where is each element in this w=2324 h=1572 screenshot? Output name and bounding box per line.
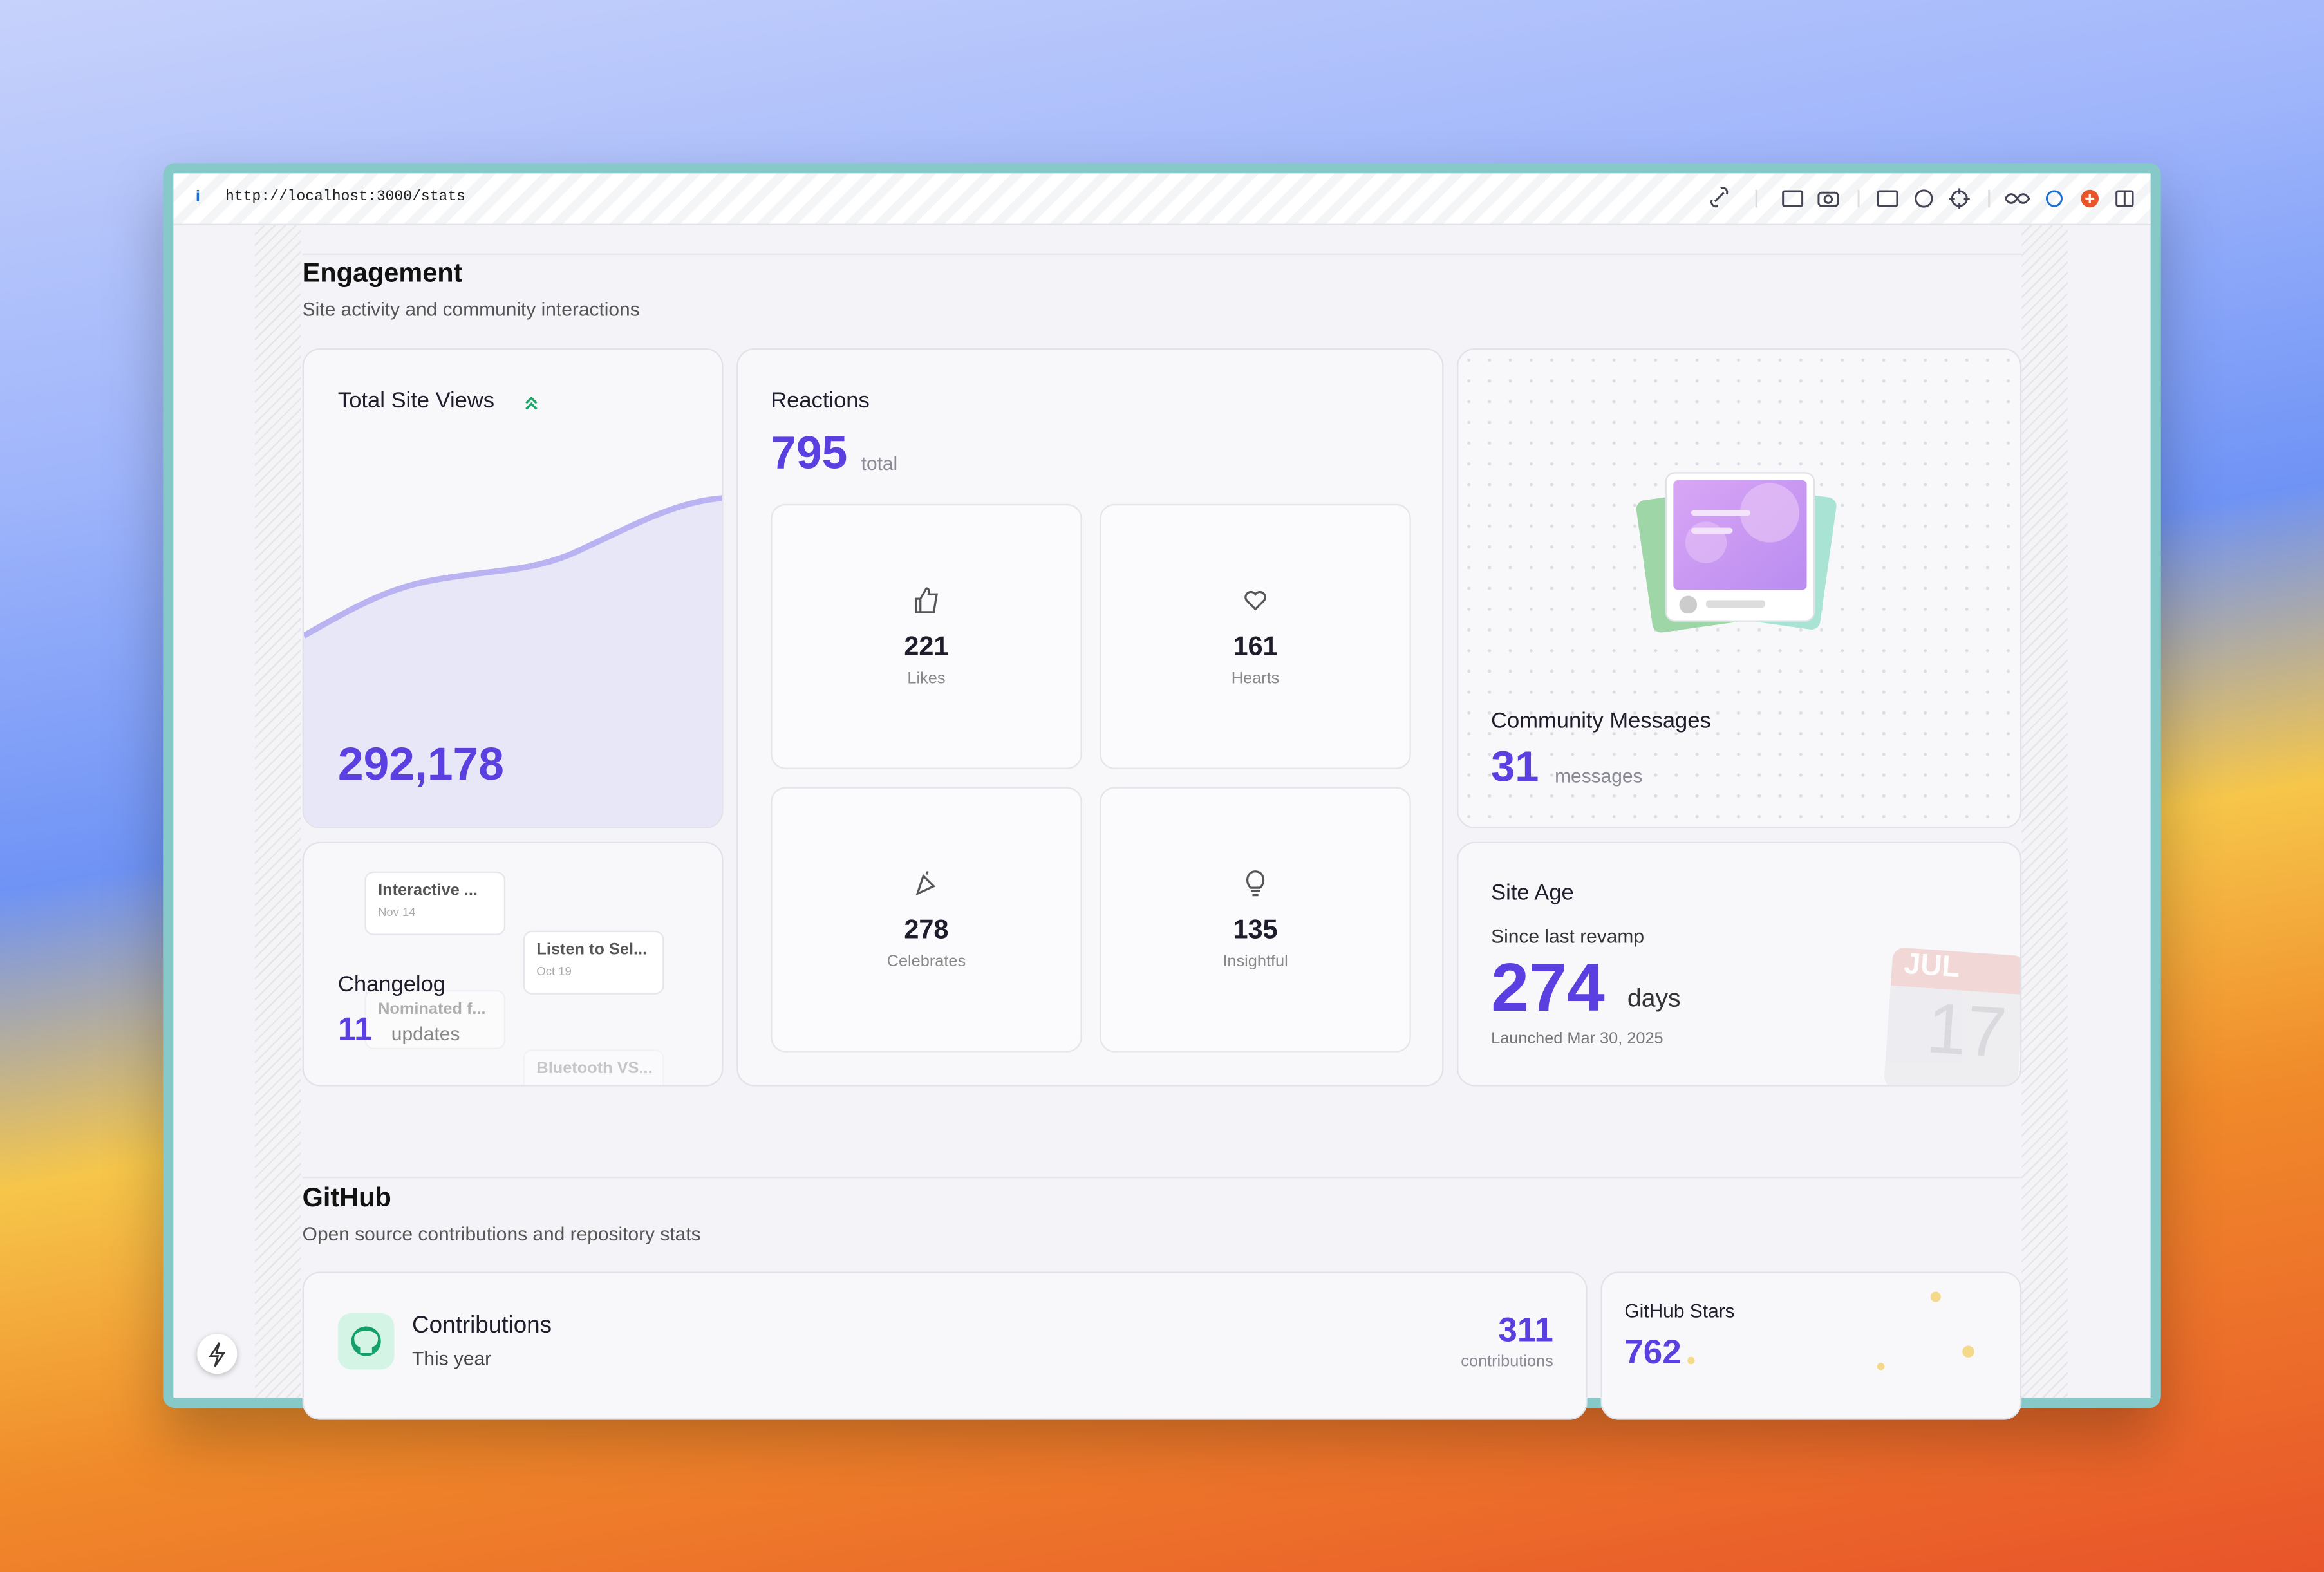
address-bar: i http://localhost:3000/stats bbox=[173, 173, 2151, 225]
section-subtitle: Site activity and community interactions bbox=[302, 297, 640, 321]
changelog-unit: updates bbox=[391, 1022, 460, 1045]
github-logo bbox=[351, 1326, 381, 1356]
entry-title: Nominated f... bbox=[378, 1000, 486, 1018]
changelog-entry: Bluetooth VS... bbox=[523, 1049, 664, 1085]
stars-card[interactable]: GitHub Stars 762 bbox=[1600, 1271, 2022, 1420]
section-subtitle: Open source contributions and repository… bbox=[302, 1222, 701, 1245]
entry-date: Oct 19 bbox=[536, 964, 572, 978]
url[interactable]: http://localhost:3000/stats bbox=[225, 189, 465, 207]
reaction-tile[interactable]: 278 Celebrates bbox=[771, 787, 1082, 1053]
toolbar-icons[interactable] bbox=[1709, 187, 2139, 211]
reactions-total-label: total bbox=[861, 452, 898, 474]
like-icon bbox=[915, 587, 938, 613]
card-title: Changelog bbox=[337, 972, 445, 998]
reaction-tile[interactable]: 135 Insightful bbox=[1100, 787, 1411, 1053]
card-title: Reactions bbox=[771, 388, 870, 414]
github-icon bbox=[337, 1313, 395, 1370]
contributions-value: 311 bbox=[1498, 1310, 1553, 1349]
card-title: Community Messages bbox=[1491, 708, 1711, 734]
calendar-day: 17 bbox=[1924, 989, 2009, 1074]
section-title: Engagement bbox=[302, 257, 463, 288]
entry-title: Interactive ... bbox=[378, 881, 478, 900]
reaction-count: 278 bbox=[904, 914, 949, 944]
card-title: Site Age bbox=[1491, 880, 1574, 906]
card-title: Total Site Views bbox=[337, 388, 495, 414]
site-age-unit: days bbox=[1627, 984, 1681, 1013]
community-value: 31 bbox=[1491, 744, 1539, 792]
changelog-entry: Interactive ... Nov 14 bbox=[364, 871, 506, 935]
entry-title: Listen to Sel... bbox=[536, 940, 648, 959]
changelog-value: 11 bbox=[337, 1011, 373, 1048]
launch-date: Launched Mar 30, 2025 bbox=[1491, 1030, 1663, 1048]
reaction-count: 135 bbox=[1233, 914, 1278, 944]
stars-decoration bbox=[1687, 1291, 1974, 1371]
reaction-tile[interactable]: 161 Hearts bbox=[1100, 503, 1411, 769]
dev-tools-button[interactable] bbox=[197, 1334, 238, 1374]
community-unit: messages bbox=[1555, 764, 1643, 787]
bulb-icon bbox=[1246, 870, 1265, 897]
site-views-value: 292,178 bbox=[337, 738, 504, 791]
card-subtitle: Since last revamp bbox=[1491, 924, 1645, 948]
site-age-value: 274 bbox=[1491, 948, 1605, 1026]
card-title: Contributions bbox=[412, 1313, 552, 1338]
bolt-icon bbox=[209, 1342, 226, 1367]
celebrate-icon bbox=[915, 871, 936, 896]
side-hatch bbox=[254, 225, 301, 1398]
contributions-unit: contributions bbox=[1461, 1353, 1553, 1371]
changelog-entry: Nominated f... bbox=[364, 989, 506, 1050]
site-age-card[interactable]: JUL 17 Site Age Since last revamp 274 da… bbox=[1457, 841, 2022, 1087]
card-subtitle: This year bbox=[412, 1347, 492, 1370]
entry-title: Bluetooth VS... bbox=[536, 1060, 653, 1078]
reaction-label: Celebrates bbox=[886, 953, 966, 971]
entry-date: Nov 14 bbox=[378, 905, 416, 919]
reactions-card[interactable]: Reactions 795 total 221 Likes 161 Hearts… bbox=[736, 348, 1444, 1087]
changelog-entry: Listen to Sel... Oct 19 bbox=[523, 930, 664, 995]
reactions-total: 795 bbox=[771, 427, 848, 479]
section-title: GitHub bbox=[302, 1183, 391, 1213]
card-title: GitHub Stars bbox=[1624, 1300, 1735, 1322]
heart-icon bbox=[1244, 590, 1266, 611]
views-curve bbox=[303, 396, 722, 827]
contributions-card[interactable]: Contributions This year 311 contribution… bbox=[302, 1271, 1588, 1420]
reaction-label: Likes bbox=[907, 669, 946, 688]
changelog-card[interactable]: Interactive ... Nov 14 Listen to Sel... Oc… bbox=[302, 841, 724, 1087]
divider bbox=[302, 253, 2022, 255]
photo-illustration bbox=[1636, 472, 1837, 633]
reaction-tile[interactable]: 221 Likes bbox=[771, 503, 1082, 769]
calendar-illustration: JUL 17 bbox=[1883, 947, 2021, 1085]
side-hatch bbox=[2021, 225, 2068, 1398]
stars-value: 762 bbox=[1624, 1332, 1682, 1371]
divider bbox=[302, 1177, 2022, 1179]
reaction-count: 161 bbox=[1233, 631, 1278, 661]
community-card[interactable]: Community Messages 31 messages bbox=[1457, 348, 2022, 828]
reaction-count: 221 bbox=[904, 631, 949, 661]
site-views-card[interactable]: Total Site Views 292,178 bbox=[302, 348, 724, 828]
info-icon[interactable]: i bbox=[195, 188, 200, 207]
reaction-label: Insightful bbox=[1223, 953, 1288, 971]
reaction-label: Hearts bbox=[1231, 669, 1280, 688]
